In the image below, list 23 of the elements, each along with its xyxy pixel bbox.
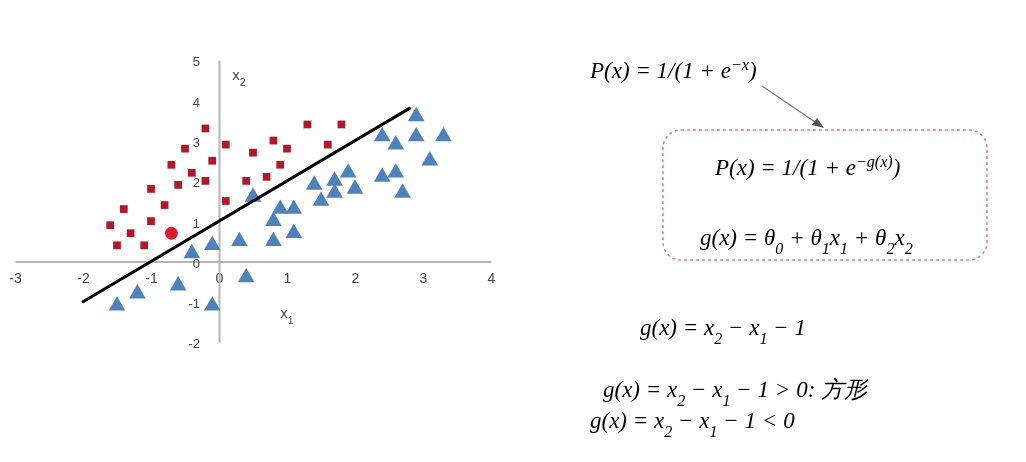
text: g(x) = θ$_{0}$ + θ$_{1}$x$_{1}$ + θ$_{2}$x$_{2}$ (700, 225, 913, 257)
text: g(x) = x$_{2}$ − x$_{1}$ − 1 < 0 (590, 408, 796, 440)
x-tick-label: 4 (487, 270, 496, 287)
text: P(x) = 1/(1 + e$^{−g(x)}$) (714, 152, 901, 180)
y-tick-label: -2 (188, 336, 200, 352)
x-axis-title: x$_{1}$ (280, 303, 294, 326)
y-tick-label: 0 (192, 255, 200, 271)
x-tick-label: -3 (9, 270, 22, 287)
x-tick-label: -2 (77, 270, 90, 287)
y-tick-label: 4 (192, 94, 200, 110)
x-tick-label: 3 (419, 270, 428, 287)
y-tick-label: 1 (192, 215, 200, 231)
x-tick-label: 2 (351, 270, 360, 287)
text: g(x) = x$_{2}$ − x$_{1}$ − 1 > 0: 方形 (603, 377, 870, 409)
x-tick-label: 1 (283, 270, 292, 287)
y-tick-label: -1 (188, 296, 200, 312)
y-tick-label: 5 (192, 54, 200, 70)
text: P(x) = 1/(1 + e$^{−x}$) (589, 55, 757, 83)
y-axis-title: x$_{2}$ (232, 66, 246, 89)
y-tick-label: 2 (192, 175, 200, 191)
x-tick-label: -1 (145, 270, 158, 287)
y-tick-label: 3 (192, 134, 200, 150)
text: g(x) = x$_{2}$ − x$_{1}$ − 1 (640, 315, 807, 347)
